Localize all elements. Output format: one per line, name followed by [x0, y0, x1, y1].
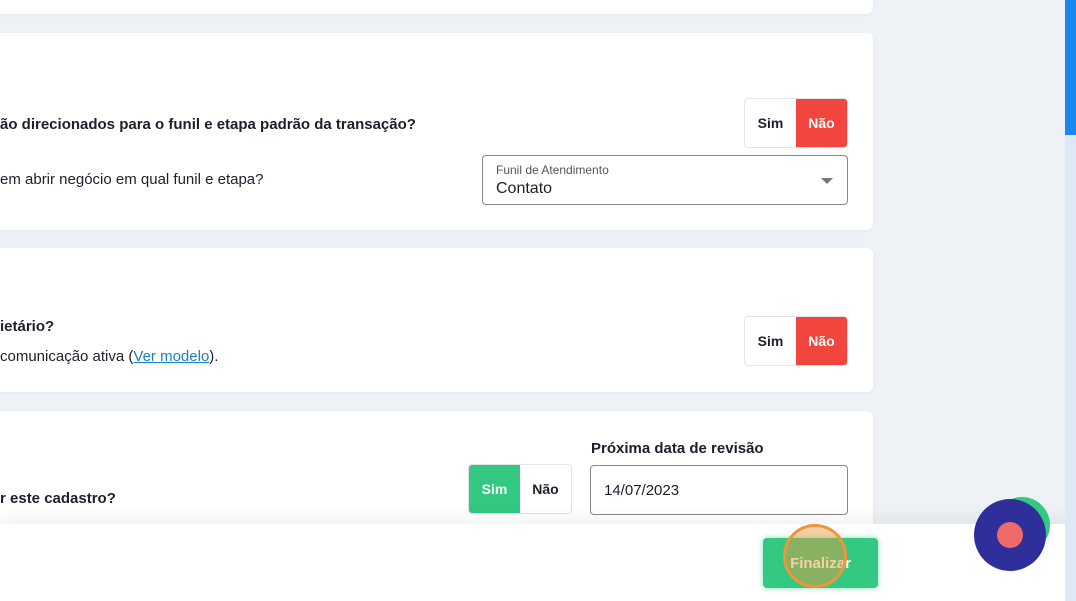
default-funnel-toggle[interactable]: Sim Não: [744, 98, 848, 148]
review-date-input[interactable]: 14/07/2023: [590, 465, 848, 515]
funnel-select[interactable]: Funil de Atendimento Contato: [482, 155, 848, 205]
no-option[interactable]: Não: [796, 317, 847, 365]
funnel-select-value: Contato: [496, 180, 553, 197]
page-scrollbar[interactable]: [1065, 0, 1076, 601]
yes-option[interactable]: Sim: [757, 115, 784, 131]
review-question: r este cadastro?: [0, 490, 116, 507]
view-template-link[interactable]: Ver modelo: [133, 348, 210, 365]
click-indicator: [783, 524, 847, 588]
yes-option[interactable]: Sim: [469, 465, 520, 513]
review-date-label: Próxima data de revisão: [591, 440, 764, 457]
scrollbar-thumb[interactable]: [1065, 0, 1076, 135]
chevron-down-icon: [821, 178, 833, 184]
owner-question: ietário?: [0, 318, 55, 335]
review-toggle[interactable]: Sim Não: [468, 464, 572, 514]
owner-toggle[interactable]: Sim Não: [744, 316, 848, 366]
owner-card: ietário? comunicação ativa (Ver modelo).…: [0, 248, 873, 392]
funnel-stage-question: em abrir negócio em qual funil e etapa?: [0, 171, 264, 188]
note-suffix: ).: [209, 348, 219, 365]
footer-bar: [0, 524, 1076, 601]
no-option[interactable]: Não: [532, 481, 559, 497]
yes-option[interactable]: Sim: [757, 333, 784, 349]
record-icon: [997, 522, 1023, 548]
note-text: comunicação ativa (: [0, 348, 134, 365]
funnel-settings-card: ão direcionados para o funil e etapa pad…: [0, 33, 873, 230]
previous-card: [0, 0, 873, 14]
no-option[interactable]: Não: [796, 99, 847, 147]
funnel-select-label: Funil de Atendimento: [496, 163, 609, 177]
owner-note: comunicação ativa (Ver modelo).: [0, 348, 218, 365]
chat-widget-button[interactable]: [974, 497, 1050, 573]
default-funnel-question: ão direcionados para o funil e etapa pad…: [0, 116, 416, 133]
